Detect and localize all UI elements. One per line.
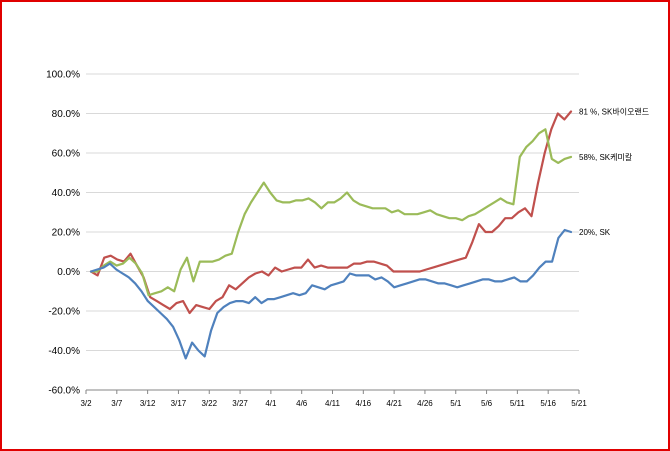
x-tick-label: 3/7 bbox=[111, 399, 123, 408]
x-tick-label: 4/1 bbox=[265, 399, 277, 408]
x-tick-label: 5/1 bbox=[450, 399, 462, 408]
series-end-labels: 81 %, SK바이오랜드 58%, SK케미칼 20%, SK bbox=[579, 107, 649, 237]
y-tick-label: -60.0% bbox=[48, 386, 80, 397]
x-tick-label: 4/16 bbox=[356, 399, 372, 408]
x-tick-label: 4/11 bbox=[325, 399, 341, 408]
x-tick-label: 4/26 bbox=[417, 399, 433, 408]
series-end-label: 58%, SK케미칼 bbox=[579, 153, 633, 162]
y-tick-label: 40.0% bbox=[52, 188, 80, 199]
x-tick-label: 5/21 bbox=[571, 399, 587, 408]
y-tick-label: 80.0% bbox=[52, 109, 80, 120]
y-tick-label: -20.0% bbox=[48, 307, 80, 318]
x-tick-label: 3/12 bbox=[140, 399, 156, 408]
y-tick-label: 100.0% bbox=[46, 70, 80, 81]
x-tick-label: 3/2 bbox=[80, 399, 92, 408]
x-tick-label: 3/22 bbox=[201, 399, 217, 408]
series-lines bbox=[89, 110, 573, 360]
y-tick-label: 0.0% bbox=[57, 267, 80, 278]
y-axis-ticks: 100.0% 80.0% 60.0% 40.0% 20.0% 0.0% -20.0% -40.… bbox=[46, 70, 80, 397]
series-end-label: 81 %, SK바이오랜드 bbox=[579, 107, 649, 117]
x-tick-label: 5/16 bbox=[540, 399, 556, 408]
x-tick-label: 3/17 bbox=[171, 399, 187, 408]
series-line bbox=[89, 110, 573, 315]
y-tick-label: 60.0% bbox=[52, 149, 80, 160]
series-end-label: 20%, SK bbox=[579, 228, 611, 237]
x-axis: 3/2 3/7 3/12 3/17 3/22 3/27 4/1 4/6 4/11 4/16 4/21… bbox=[80, 389, 587, 408]
x-tick-label: 3/27 bbox=[232, 399, 248, 408]
x-tick-label: 5/11 bbox=[510, 399, 526, 408]
series-line bbox=[89, 128, 573, 297]
y-tick-label: 20.0% bbox=[52, 228, 80, 239]
series-line bbox=[89, 228, 573, 360]
x-tick-label: 4/21 bbox=[386, 399, 402, 408]
x-tick-label: 5/6 bbox=[481, 399, 493, 408]
x-tick-label: 4/6 bbox=[296, 399, 308, 408]
gridlines bbox=[86, 73, 579, 391]
y-tick-label: -40.0% bbox=[48, 346, 80, 357]
